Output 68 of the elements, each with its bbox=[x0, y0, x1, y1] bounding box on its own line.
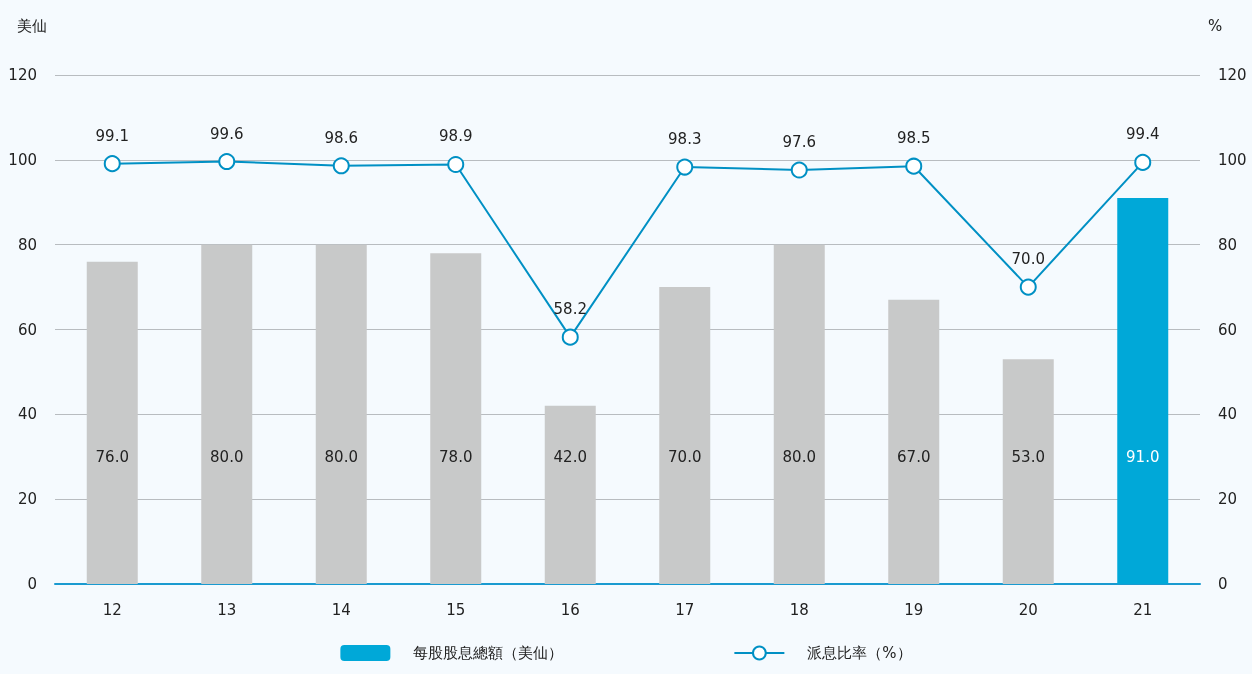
data-label: 99.1 bbox=[95, 126, 129, 145]
y-tick-label: 40 bbox=[17, 405, 37, 424]
data-label: 80.0 bbox=[782, 447, 816, 466]
data-label: 99.4 bbox=[1126, 125, 1160, 144]
data-label: 70.0 bbox=[668, 447, 702, 466]
bar bbox=[315, 244, 367, 584]
point bbox=[561, 328, 579, 346]
x-tick-label: 19 bbox=[904, 600, 924, 619]
data-label: 58.2 bbox=[553, 300, 587, 319]
data-label: 76.0 bbox=[95, 447, 129, 466]
data-label: 78.0 bbox=[439, 447, 473, 466]
x-tick-label: 12 bbox=[102, 600, 122, 619]
y2-tick-label: 120 bbox=[1218, 66, 1247, 84]
legend-label: 每股股息總額（美仙） bbox=[413, 644, 564, 662]
y2-axis-title: % bbox=[1208, 16, 1223, 35]
y2-tick-label: 60 bbox=[1218, 320, 1238, 339]
data-label: 67.0 bbox=[897, 447, 931, 466]
y2-tick-label: 80 bbox=[1218, 235, 1238, 254]
data-label: 53.0 bbox=[1011, 447, 1045, 466]
data-label: 99.6 bbox=[210, 124, 244, 143]
bar bbox=[430, 253, 482, 584]
point bbox=[676, 158, 694, 176]
point bbox=[1019, 278, 1037, 296]
data-label: 42.0 bbox=[553, 447, 587, 466]
point bbox=[103, 155, 121, 173]
y-tick-label: 120 bbox=[8, 66, 37, 84]
bar bbox=[86, 261, 138, 584]
x-tick-label: 18 bbox=[789, 600, 809, 619]
data-label: 70.0 bbox=[1011, 250, 1045, 269]
y-axis-title: 美仙 bbox=[17, 16, 47, 35]
bar bbox=[201, 244, 253, 584]
point bbox=[218, 153, 236, 171]
data-label: 98.6 bbox=[324, 128, 358, 147]
data-label: 98.9 bbox=[439, 127, 473, 146]
data-label: 97.6 bbox=[782, 133, 816, 152]
x-tick-label: 21 bbox=[1133, 600, 1153, 619]
y2-tick-label: 40 bbox=[1218, 405, 1238, 424]
data-label: 98.3 bbox=[668, 130, 702, 149]
y2-tick-label: 100 bbox=[1218, 150, 1247, 169]
x-tick-label: 17 bbox=[675, 600, 695, 619]
y2-tick-label: 0 bbox=[1218, 575, 1228, 593]
bar bbox=[1002, 359, 1054, 584]
x-tick-label: 14 bbox=[331, 600, 351, 619]
legend-label: 派息比率（%） bbox=[807, 644, 912, 662]
point bbox=[790, 161, 808, 179]
y-tick-label: 0 bbox=[27, 575, 37, 593]
data-label: 80.0 bbox=[324, 447, 358, 466]
point bbox=[905, 157, 923, 175]
y2-tick-label: 20 bbox=[1218, 490, 1238, 509]
y-tick-label: 60 bbox=[17, 320, 37, 339]
y-tick-label: 100 bbox=[8, 150, 37, 169]
point bbox=[332, 157, 350, 175]
point bbox=[447, 156, 465, 173]
data-label: 80.0 bbox=[210, 447, 244, 466]
point bbox=[1134, 153, 1152, 171]
data-label: 91.0 bbox=[1126, 447, 1160, 466]
y-tick-label: 80 bbox=[17, 235, 37, 254]
bar bbox=[1117, 198, 1169, 584]
x-tick-label: 16 bbox=[560, 600, 580, 619]
bar bbox=[659, 287, 711, 584]
data-label: 98.5 bbox=[897, 129, 931, 148]
x-tick-label: 15 bbox=[446, 600, 466, 619]
x-tick-label: 20 bbox=[1018, 600, 1038, 619]
y-tick-label: 20 bbox=[17, 490, 37, 509]
bar bbox=[544, 405, 596, 584]
x-tick-label: 13 bbox=[217, 600, 237, 619]
bar bbox=[773, 244, 825, 584]
bar bbox=[888, 299, 940, 584]
